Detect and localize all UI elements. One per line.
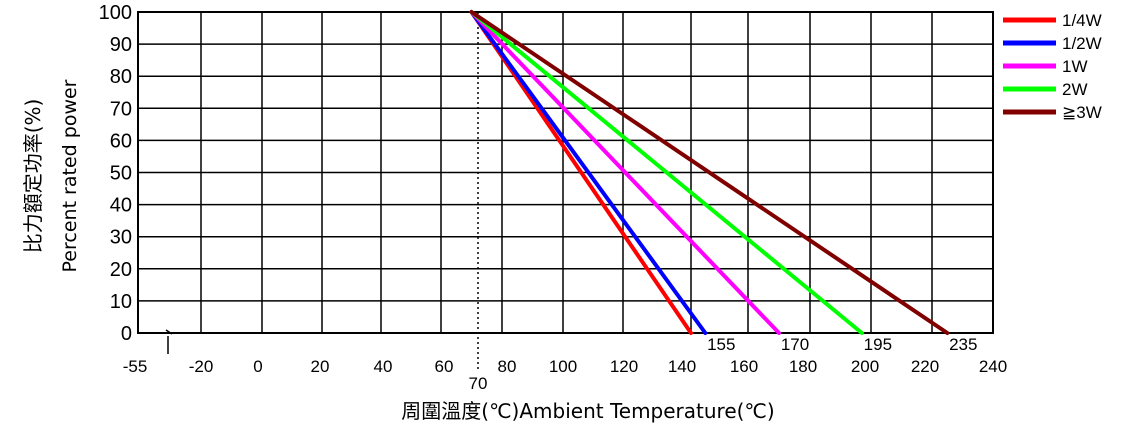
legend-label: ≧3W: [1062, 103, 1102, 122]
y-tick-label: 50: [110, 163, 132, 185]
x-tick-label: 220: [911, 357, 939, 376]
y-tick-label: 0: [121, 323, 132, 345]
x-tick-label: 80: [498, 357, 517, 376]
x-tick-label: 240: [979, 357, 1007, 376]
x-tick-label: 140: [668, 357, 696, 376]
series-end-label: 195: [864, 335, 892, 354]
y-tick-label: 20: [110, 259, 132, 281]
legend-label: 1/2W: [1062, 34, 1102, 53]
x-tick-label: 20: [311, 357, 330, 376]
y-axis-label-en: Percent rated power: [59, 79, 81, 272]
grid: [137, 11, 994, 334]
x-tick-label: 0: [253, 357, 262, 376]
legend-label: 1W: [1062, 57, 1088, 76]
series-line: [469, 10, 864, 335]
legend-label: 1/4W: [1062, 11, 1102, 30]
x-tick-label: 160: [730, 357, 758, 376]
x-tick-label: -20: [189, 357, 214, 376]
series-lines: [469, 10, 950, 335]
y-axis-label-cn: 比力額定功率(%): [21, 99, 45, 254]
series-end-label: 155: [707, 335, 735, 354]
series-end-label: 170: [781, 335, 809, 354]
y-tick-label: 40: [110, 195, 132, 217]
series-line: [469, 10, 708, 335]
y-tick-label: 80: [110, 66, 132, 88]
y-tick-label: 30: [110, 227, 132, 249]
x-tick-labels: -55 -20 0 20 40 60 80 100 120 140 160 180 200 220 240: [123, 357, 1007, 376]
y-tick-label: 100: [99, 2, 132, 24]
series-end-label: 235: [949, 335, 977, 354]
x-tick-label: 200: [851, 357, 879, 376]
x-tick-label: 120: [610, 357, 638, 376]
plot-frame: [137, 11, 994, 334]
x-axis-label: 周圍溫度(℃)Ambient Temperature(℃): [401, 399, 774, 423]
x-tick-label: -55: [123, 357, 148, 376]
y-tick-label: 60: [110, 130, 132, 152]
x-tick-label: 100: [549, 357, 577, 376]
axis-arrow-mark: [165, 329, 173, 354]
series-line: [469, 10, 781, 335]
legend: 1/4W 1/2W 1W 2W ≧3W: [1003, 11, 1102, 122]
y-tick-labels: 0 10 20 30 40 50 60 70 80 90 100: [99, 2, 132, 345]
y-tick-label: 10: [110, 291, 132, 313]
series-end-labels: 155 170 195 235: [707, 335, 977, 354]
y-tick-label: 70: [110, 98, 132, 120]
x-special-tick-70: 70: [469, 374, 488, 393]
series-line: [469, 10, 950, 335]
y-tick-label: 90: [110, 34, 132, 56]
legend-label: 2W: [1062, 80, 1088, 99]
x-tick-label: 40: [374, 357, 393, 376]
x-tick-label: 60: [435, 357, 454, 376]
x-tick-label: 180: [789, 357, 817, 376]
